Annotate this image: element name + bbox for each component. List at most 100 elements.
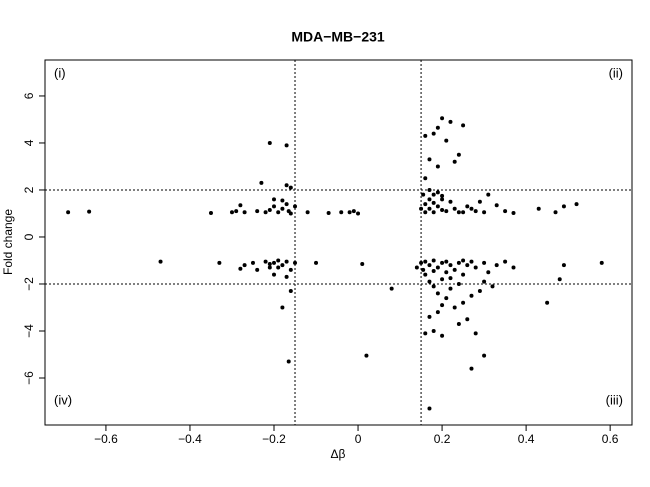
point [431,269,436,274]
x-tick-label: −0.6 [94,432,118,446]
point [326,211,331,216]
point [272,204,277,209]
point [435,291,440,296]
point [456,281,461,286]
point [456,152,461,157]
y-tick-label: −6 [22,371,36,385]
point [423,210,428,215]
point [427,206,432,211]
point [494,203,499,208]
point [473,265,478,270]
point [272,260,277,265]
point [234,209,239,214]
point [284,143,289,148]
point [448,199,453,204]
point [267,207,272,212]
point [431,131,436,136]
point [431,210,436,215]
point [427,157,432,162]
point [557,277,562,282]
point [293,204,298,209]
point [423,202,428,207]
point [238,203,243,208]
point [477,289,482,294]
point [452,206,457,211]
quadrant-label: (i) [54,65,66,80]
point [276,265,281,270]
point [444,259,449,264]
x-tick-label: 0.4 [518,432,535,446]
point [511,265,516,270]
point [448,276,453,281]
point [255,267,260,272]
y-tick-label: 4 [22,139,36,146]
point [486,270,491,275]
point [284,183,289,188]
point [574,202,579,207]
point [553,210,558,215]
y-tick-label: 0 [22,233,36,240]
point [427,314,432,319]
point [347,210,352,215]
point [473,331,478,336]
point [276,258,281,263]
point [280,305,285,310]
point [440,116,445,121]
point [440,260,445,265]
point [208,211,213,216]
point [456,321,461,326]
point [469,293,474,298]
point [276,210,281,215]
point [414,265,419,270]
y-tick-label: −2 [22,277,36,291]
point [284,259,289,264]
x-tick-label: −0.4 [178,432,202,446]
point [448,286,453,291]
point [469,366,474,371]
y-tick-label: 2 [22,186,36,193]
point [435,204,440,209]
quadrant-label: (iv) [54,392,72,407]
point [421,267,426,272]
plot-frame [44,59,633,426]
point [503,259,508,264]
point [427,279,432,284]
point [87,209,92,214]
point [280,206,285,211]
point [286,209,291,214]
point [288,185,293,190]
point [389,286,394,291]
y-tick-label: 6 [22,92,36,99]
y-tick-label: −4 [22,324,36,338]
x-tick-label: 0.6 [602,432,619,446]
point [427,187,432,192]
point [440,207,445,212]
point [259,180,264,185]
point [435,190,440,195]
point [427,406,432,411]
point [452,267,457,272]
point [284,202,289,207]
point [473,209,478,214]
x-tick-label: −0.2 [262,432,286,446]
point [452,159,457,164]
point [482,353,487,358]
point [431,284,436,289]
point [242,263,247,268]
point [431,192,436,197]
point [440,277,445,282]
point [444,270,449,275]
point [461,123,466,128]
point [280,263,285,268]
point [288,289,293,294]
point [293,260,298,265]
point [360,262,365,267]
point [255,209,260,214]
point [444,296,449,301]
point [465,317,470,322]
point [66,210,71,215]
x-tick-label: 0 [355,432,362,446]
point [431,258,436,263]
point [469,206,474,211]
